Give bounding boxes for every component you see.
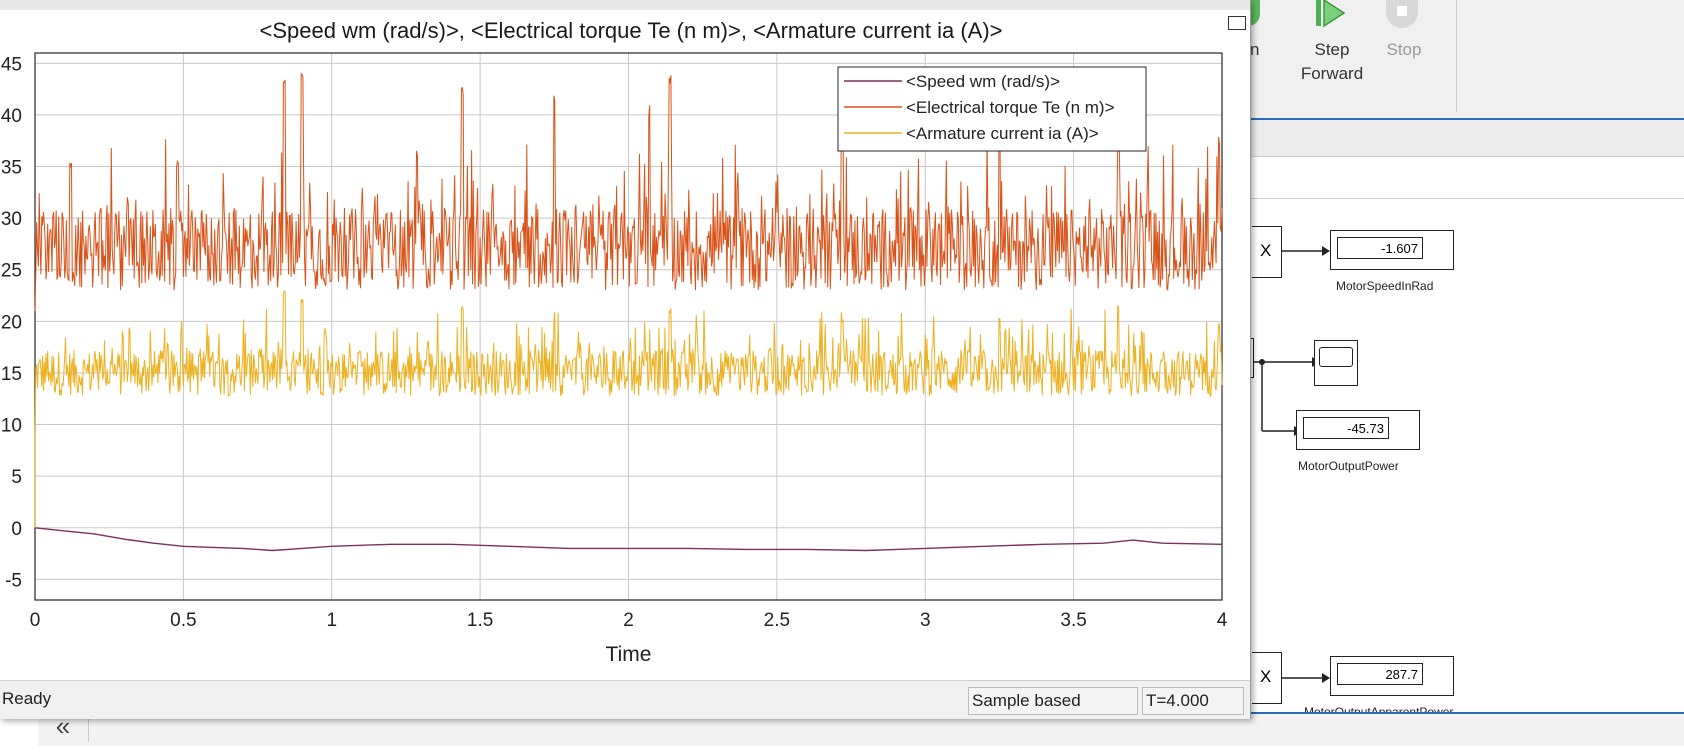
y-tick-label: 10 <box>1 416 22 437</box>
step-forward-icon[interactable] <box>1314 0 1350 30</box>
collapse-panel-icon[interactable]: « <box>38 712 89 742</box>
scope-block[interactable] <box>1314 340 1358 386</box>
display-value: -1.607 <box>1337 237 1423 259</box>
y-tick-label: 25 <box>1 261 22 282</box>
y-tick-label: 35 <box>1 158 22 179</box>
x-tick-label: 3 <box>920 610 931 631</box>
series-line-speed <box>34 527 1223 552</box>
series-line-electrical-torque <box>34 72 1223 312</box>
y-tick-label: 15 <box>1 364 22 385</box>
y-tick-label: 20 <box>1 312 22 333</box>
y-tick-label: 5 <box>11 467 22 488</box>
display-value: -45.73 <box>1303 417 1389 439</box>
sample-mode-field: Sample based <box>968 687 1138 715</box>
signal-stub <box>1250 338 1254 378</box>
plot-frame <box>34 52 1223 601</box>
x-tick-label: 2 <box>623 610 634 631</box>
stop-icon <box>1386 0 1418 28</box>
y-tick-label: 30 <box>1 209 22 230</box>
step-forward-label-1: Step <box>1314 40 1350 59</box>
x-tick-label: 1.5 <box>467 610 493 631</box>
step-forward-label-2: Forward <box>1300 64 1364 83</box>
display-motor-speed[interactable]: -1.607 <box>1330 230 1454 270</box>
product-block-1[interactable]: X <box>1252 226 1282 278</box>
block-label-motor-power: MotorOutputPower <box>1298 459 1399 473</box>
legend-entry: <Armature current ia (A)> <box>906 124 1099 143</box>
scope-plot: 0 0.5 1 1.5 2 2.5 3 3.5 4 -5 0 5 10 15 20 25 30 35 40 45 Tim… <box>1 52 1228 666</box>
display-motor-apparent-power[interactable]: 287.7 <box>1330 656 1454 696</box>
product-block-2[interactable]: X <box>1252 652 1282 704</box>
y-tick-label: 40 <box>1 106 22 127</box>
x-tick-label: 2.5 <box>764 610 790 631</box>
signal-line-apparent <box>1282 673 1330 683</box>
toolstrip-divider <box>1456 0 1457 112</box>
undock-icon[interactable] <box>1228 16 1246 30</box>
plot-title: <Speed wm (rad/s)>, <Electrical torque T… <box>259 18 1003 43</box>
y-tick-label: -5 <box>5 570 22 591</box>
x-tick-label: 1 <box>326 610 337 631</box>
x-tick-label: 0 <box>30 610 41 631</box>
x-tick-label: 3.5 <box>1060 610 1086 631</box>
y-tick-label: 0 <box>11 519 22 540</box>
series-line-armature-current <box>34 290 1223 528</box>
time-field: T=4.000 <box>1142 687 1244 715</box>
stop-button[interactable]: Stop <box>1386 40 1422 59</box>
display-value: 287.7 <box>1337 663 1423 685</box>
x-tick-label: 4 <box>1217 610 1228 631</box>
x-axis-label: Time <box>606 643 652 666</box>
display-motor-power[interactable]: -45.73 <box>1296 410 1420 450</box>
scope-window: 0 0.5 1 1.5 2 2.5 3 3.5 4 -5 0 5 10 15 20 25 30 35 40 45 Tim… <box>0 0 1251 719</box>
x-tick-label: 0.5 <box>170 610 196 631</box>
step-forward-button[interactable]: Step Forward <box>1296 38 1368 86</box>
run-button-partial[interactable]: n <box>1250 40 1260 59</box>
scope-toolbar <box>0 0 1250 10</box>
y-tick-label: 45 <box>1 54 22 75</box>
legend-entry: <Speed wm (rad/s)> <box>906 72 1060 91</box>
status-text: Ready <box>2 689 52 708</box>
signal-line-speed <box>1282 246 1330 256</box>
block-label-motor-speed: MotorSpeedInRad <box>1336 279 1434 293</box>
legend-entry: <Electrical torque Te (n m)> <box>906 98 1115 117</box>
scope-status-bar: Ready Sample based T=4.000 <box>0 680 1250 719</box>
scope-block-screen-icon <box>1319 347 1353 367</box>
